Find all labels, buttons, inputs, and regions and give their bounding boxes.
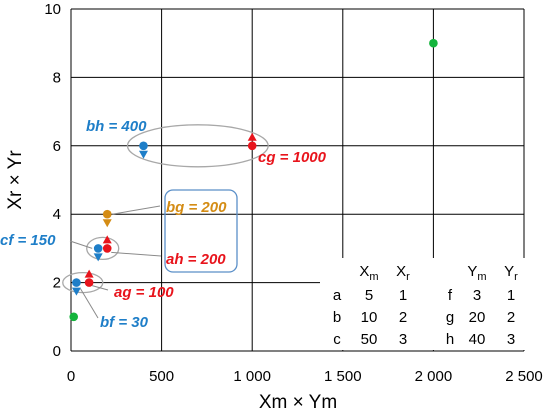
header-xr-main: X <box>396 263 406 280</box>
y-tick-label: 2 <box>53 275 61 292</box>
point-ag <box>84 278 94 287</box>
y-axis-title: Xr × Yr <box>5 150 26 210</box>
x-tick-label: 1 500 <box>324 368 362 385</box>
point-bf <box>72 278 81 287</box>
leader-cf <box>69 240 93 249</box>
table-cell: 3 <box>473 287 481 304</box>
box-bg-ah <box>164 189 238 273</box>
header-yr: Yr <box>504 263 518 283</box>
x-tick-label: 2 500 <box>505 368 543 385</box>
header-ym: Ym <box>467 263 486 283</box>
x-tick-label: 1 000 <box>233 368 271 385</box>
y-tick-label: 0 <box>53 343 61 360</box>
leader-bf <box>80 288 99 319</box>
point-cg <box>247 141 257 151</box>
table-cell: 3 <box>399 331 407 348</box>
table-background <box>320 258 529 350</box>
header-xr: Xr <box>396 263 410 283</box>
y-tick-label: 6 <box>53 138 61 155</box>
header-ym-main: Y <box>467 263 477 280</box>
table-cell: b <box>333 309 341 326</box>
arrows <box>71 132 257 296</box>
table-cell: g <box>446 309 454 326</box>
header-xr-sub: r <box>406 271 410 283</box>
point-bh <box>139 141 148 151</box>
header-xm-main: X <box>359 263 369 280</box>
table-cell: c <box>333 331 341 348</box>
table-cell: 50 <box>361 331 378 348</box>
x-axis-title: Xm × Ym <box>259 392 337 413</box>
arrow-up-cg <box>247 132 257 141</box>
arrow-down-bh <box>138 150 148 159</box>
table-cell: a <box>333 287 342 304</box>
data-table: Xm Xr Ym Yra 5 1 f 3 1b 10 2 g 20 2c 50 3 h 40 3 <box>320 258 529 350</box>
y-tick-label: 8 <box>53 69 61 86</box>
table-cell: 20 <box>469 309 486 326</box>
y-tick-label: 10 <box>44 1 61 18</box>
label-bh: bh = 400 <box>86 118 147 135</box>
leader-ah <box>111 251 162 257</box>
point-ch <box>429 38 438 48</box>
header-yr-main: Y <box>504 263 514 280</box>
table-cell: 40 <box>469 331 486 348</box>
header-xm: Xm <box>359 263 378 283</box>
point-ah <box>102 244 112 253</box>
header-xm-sub: m <box>369 271 378 283</box>
arrow-down-cf <box>93 253 103 262</box>
header-yr-sub: r <box>514 271 518 283</box>
label-bg: bg = 200 <box>166 199 227 216</box>
data-points <box>69 38 438 322</box>
point-cf <box>93 244 103 253</box>
x-tick-label: 2 000 <box>415 368 453 385</box>
table-cell: 5 <box>365 287 373 304</box>
label-ah: ah = 200 <box>166 251 226 268</box>
leader-bg <box>112 205 161 215</box>
grid <box>70 8 525 352</box>
arrow-down-bf <box>71 287 81 296</box>
ellipse-bh-cg <box>126 124 269 168</box>
table-cell: 10 <box>361 309 378 326</box>
y-tick-label: 4 <box>53 206 61 223</box>
table-cell: 1 <box>507 287 515 304</box>
arrow-down-bg <box>102 219 112 228</box>
table-cell: 2 <box>399 309 407 326</box>
arrow-up-ag <box>84 269 94 278</box>
table-cell: f <box>448 287 453 304</box>
tick-labels: 0 500 1 000 1 500 2 000 2 500 0 2 4 6 8 10 <box>44 1 542 385</box>
leader-ag <box>91 285 109 291</box>
table-cell: 1 <box>399 287 407 304</box>
table-cell: 3 <box>507 331 515 348</box>
label-ag: ag = 100 <box>114 284 174 301</box>
header-ym-sub: m <box>477 271 486 283</box>
point-bg <box>102 209 112 219</box>
label-cg: cg = 1000 <box>258 149 327 166</box>
ellipse-cf-ah <box>86 236 120 261</box>
x-tick-label: 0 <box>67 368 75 385</box>
label-cf: cf = 150 <box>0 232 56 249</box>
label-bf: bf = 30 <box>100 314 149 331</box>
table-cell: h <box>446 331 454 348</box>
point-labels: bh = 400 cg = 1000 bg = 200 cf = 150 ah = 20… <box>0 118 327 331</box>
x-tick-label: 500 <box>149 368 174 385</box>
point-af <box>69 312 79 322</box>
group-ellipses <box>62 124 269 294</box>
arrow-up-ah <box>102 235 112 244</box>
label-leaders <box>69 205 162 319</box>
table-cell: 2 <box>507 309 515 326</box>
